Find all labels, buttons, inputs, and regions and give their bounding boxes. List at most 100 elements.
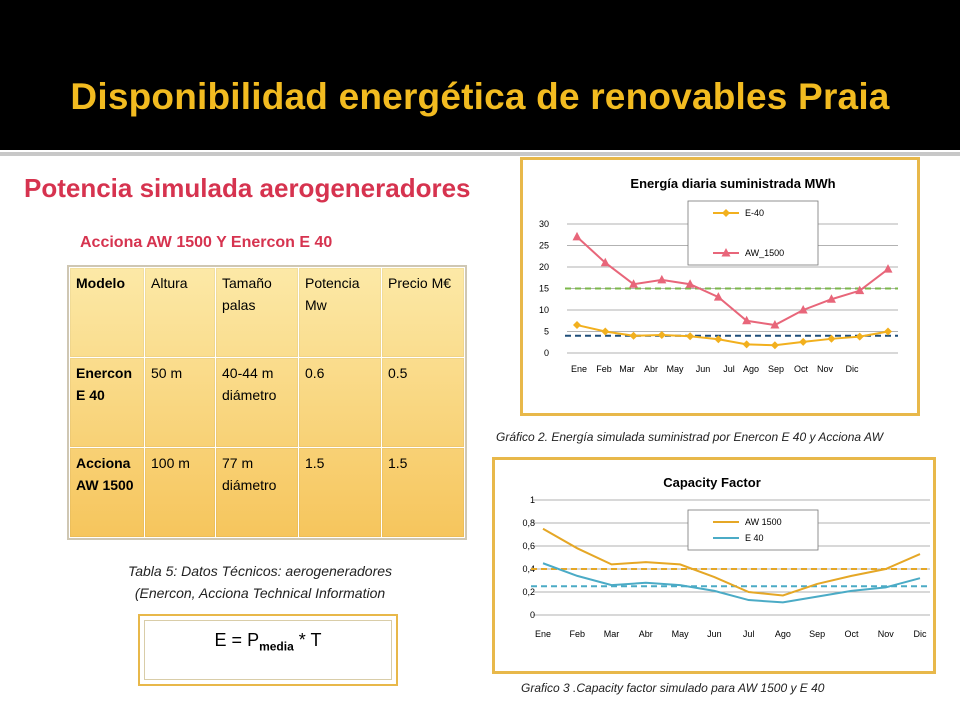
table-cell: 50 m	[144, 357, 216, 448]
data-point	[629, 331, 638, 340]
capacity-chart: Capacity Factor 0 0,2 0,4 0,6 0,8 1 Ene Feb Mar Ab…	[522, 475, 930, 639]
header-cell: Altura	[144, 267, 216, 358]
chart-title: Energía diaria suministrada MWh	[630, 176, 835, 191]
section-subtitle: Potencia simulada aerogeneradores	[24, 173, 471, 203]
header-cell: Modelo	[69, 267, 145, 358]
y-tick-label: 1	[530, 495, 535, 505]
x-tick-label: Abr	[644, 364, 658, 374]
y-tick-label: 25	[539, 241, 549, 251]
chart-title: Capacity Factor	[663, 475, 761, 490]
data-point	[657, 330, 666, 339]
table-header-row: Modelo Altura Tamaño palas Potencia Mw P…	[69, 267, 465, 358]
table-cell: 1.5	[381, 447, 465, 538]
y-tick-label: 0,4	[522, 564, 535, 574]
formula-subscript: media	[259, 639, 294, 654]
x-tick-label: Feb	[570, 629, 586, 639]
y-tick-label: 30	[539, 219, 549, 229]
formula-rhs: * T	[293, 630, 322, 650]
x-tick-label: May	[666, 364, 684, 374]
specs-table: Modelo Altura Tamaño palas Potencia Mw P…	[69, 267, 465, 538]
table-cell: 0.6	[298, 357, 382, 448]
x-tick-label: Sep	[768, 364, 784, 374]
data-point	[600, 257, 610, 267]
y-tick-label: 0,2	[522, 587, 535, 597]
data-point	[714, 335, 723, 344]
legend-label: E-40	[745, 208, 764, 218]
data-point	[685, 279, 695, 288]
x-tick-label: Oct	[794, 364, 809, 374]
data-point	[855, 332, 864, 341]
table-note-line-1: Tabla 5: Datos Técnicos: aerogeneradores	[127, 563, 393, 579]
x-tick-label: Jun	[696, 364, 711, 374]
series-line	[576, 324, 889, 347]
data-point	[798, 305, 808, 314]
header-cell: Tamaño palas	[215, 267, 299, 358]
series-line	[542, 562, 921, 604]
data-point	[742, 340, 751, 349]
table-caption: Acciona AW 1500 Y Enercon E 40	[80, 234, 333, 251]
data-point	[573, 321, 581, 330]
legend-label: AW_1500	[745, 248, 784, 258]
legend-marker	[721, 248, 731, 257]
header-cell: Precio M€	[381, 267, 465, 358]
series-line	[576, 236, 889, 327]
x-tick-label: Sep	[809, 629, 825, 639]
x-tick-label: Ene	[535, 629, 551, 639]
x-tick-label: Ene	[571, 364, 587, 374]
chart1-caption: Gráfico 2. Energía simulada suministrad …	[496, 430, 884, 444]
y-tick-label: 0	[530, 610, 535, 620]
x-tick-label: Nov	[817, 364, 834, 374]
data-point	[686, 332, 695, 341]
chart-legend	[687, 200, 819, 266]
x-tick-label: Oct	[844, 629, 859, 639]
data-point	[657, 274, 667, 284]
formula-box: E = Pmedia * T	[138, 614, 398, 686]
x-tick-label: Jul	[723, 364, 735, 374]
x-tick-label: Feb	[596, 364, 612, 374]
formula-inner-frame	[144, 620, 392, 680]
table-cell: 0.5	[381, 357, 465, 448]
data-point	[629, 279, 639, 288]
data-point	[855, 285, 865, 295]
legend-label: E 40	[745, 533, 764, 543]
data-point	[826, 294, 836, 303]
y-tick-label: 0	[544, 348, 549, 358]
data-point	[883, 264, 893, 273]
x-tick-label: Jun	[707, 629, 722, 639]
series-line	[542, 527, 921, 597]
header-cell: Potencia Mw	[298, 267, 382, 358]
energy-chart-frame: Energía diaria suministrada MWh 0 5 10 15 20 2…	[520, 157, 920, 416]
table-cell: 77 m diámetro	[215, 447, 299, 538]
x-tick-label: Nov	[878, 629, 895, 639]
y-tick-label: 10	[539, 305, 549, 315]
table-row: Enercon E 40 50 m 40-44 m diámetro 0.6 0…	[69, 357, 465, 448]
chart-legend	[687, 509, 819, 551]
data-point	[827, 334, 836, 343]
data-point	[572, 231, 582, 241]
header-bar	[0, 0, 960, 150]
table-note-line-2: (Enercon, Acciona Technical Information	[134, 585, 386, 601]
x-tick-label: May	[672, 629, 690, 639]
data-point	[742, 315, 752, 325]
y-tick-label: 0,8	[522, 518, 535, 528]
x-tick-label: Ago	[775, 629, 791, 639]
data-point	[713, 292, 723, 301]
energy-chart: Energía diaria suministrada MWh 0 5 10 15 20 2…	[539, 176, 898, 374]
x-tick-label: Dic	[914, 629, 927, 639]
data-point	[884, 327, 892, 336]
data-point	[601, 327, 610, 336]
table-cell: Acciona AW 1500	[69, 447, 145, 538]
capacity-chart-frame: Capacity Factor 0 0,2 0,4 0,6 0,8 1 Ene Feb Mar Ab…	[492, 457, 936, 674]
energy-formula: E = Pmedia * T	[140, 630, 396, 654]
legend-marker	[722, 209, 730, 217]
slide-title: Disponibilidad energética de renovables …	[70, 76, 890, 117]
table-cell: Enercon E 40	[69, 357, 145, 448]
formula-lhs: E = P	[214, 630, 260, 650]
x-tick-label: Mar	[604, 629, 620, 639]
data-point	[770, 320, 780, 329]
x-tick-label: Abr	[639, 629, 653, 639]
table-cell: 1.5	[298, 447, 382, 538]
y-tick-label: 5	[544, 327, 549, 337]
y-tick-label: 0,6	[522, 541, 535, 551]
legend-label: AW 1500	[745, 517, 782, 527]
